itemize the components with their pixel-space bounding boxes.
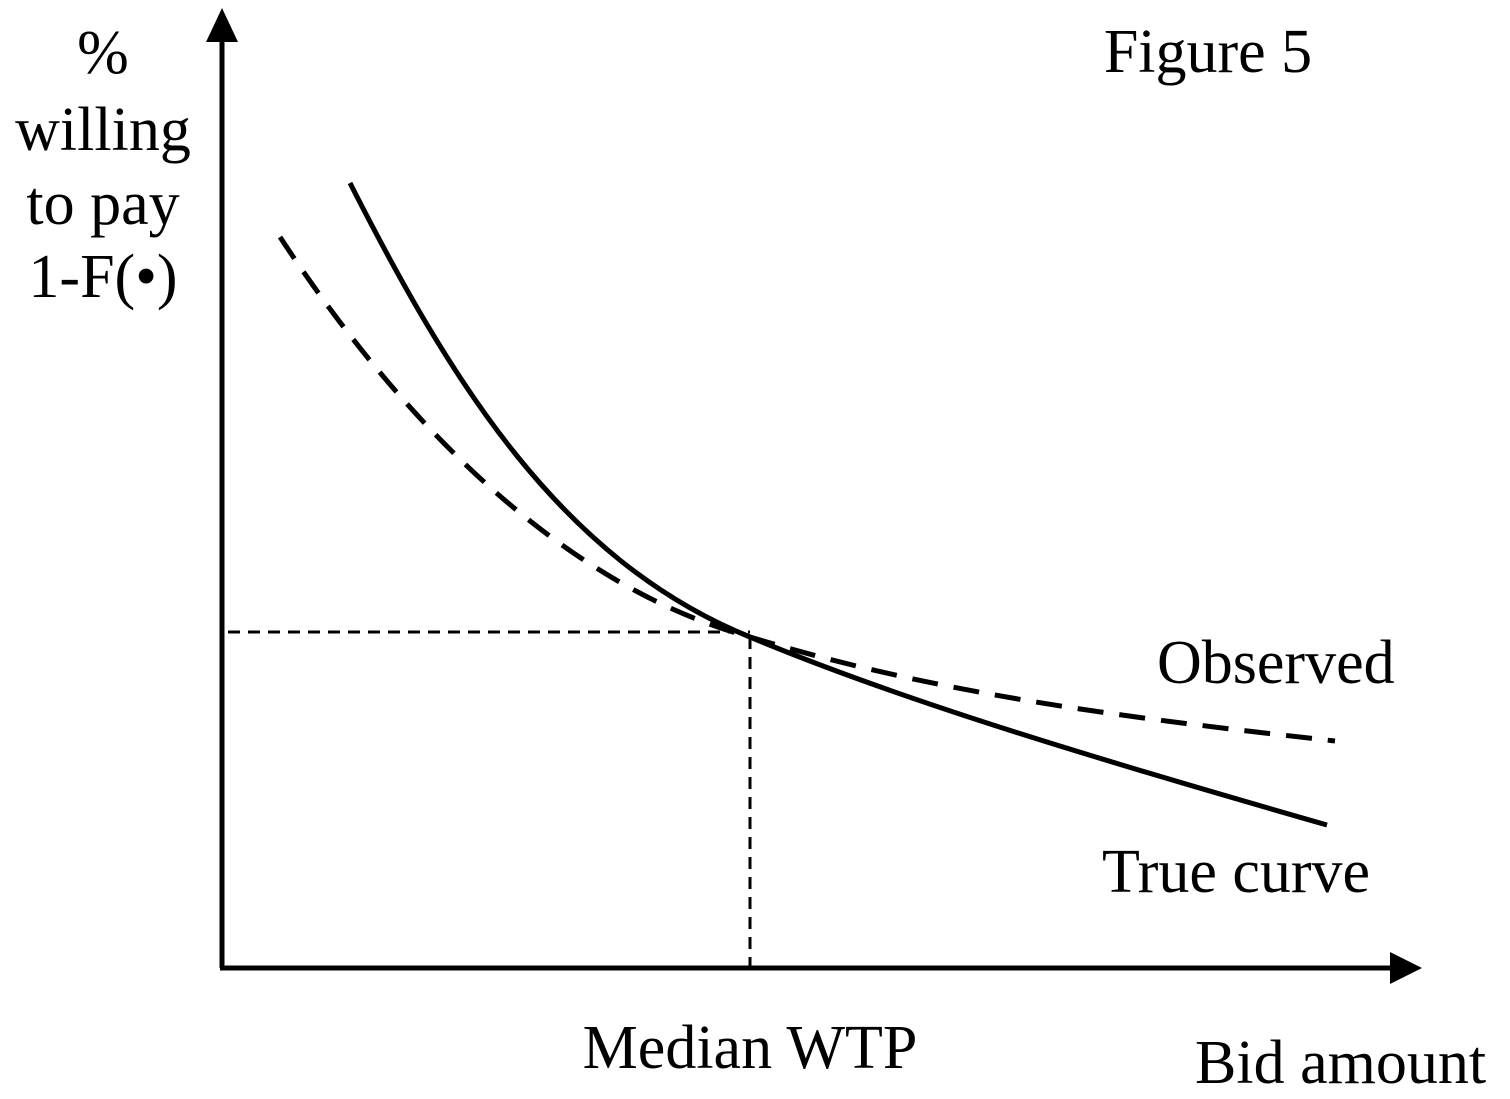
curve-label: Observed xyxy=(1157,629,1395,697)
y-axis-label: willing xyxy=(15,96,191,164)
x-axis-label: Bid amount xyxy=(1195,1029,1486,1097)
y-axis-label: to pay xyxy=(26,170,179,238)
curve-label: True curve xyxy=(1102,838,1370,906)
true-curve xyxy=(347,181,1328,828)
y-axis-label: 1-F(•) xyxy=(28,243,177,311)
y-axis-arrow xyxy=(206,8,238,42)
y-axis-label: % xyxy=(77,19,129,87)
x-axis-arrow xyxy=(1390,952,1422,984)
figure-title: Figure 5 xyxy=(1104,18,1312,86)
median-label: Median WTP xyxy=(583,1014,918,1082)
